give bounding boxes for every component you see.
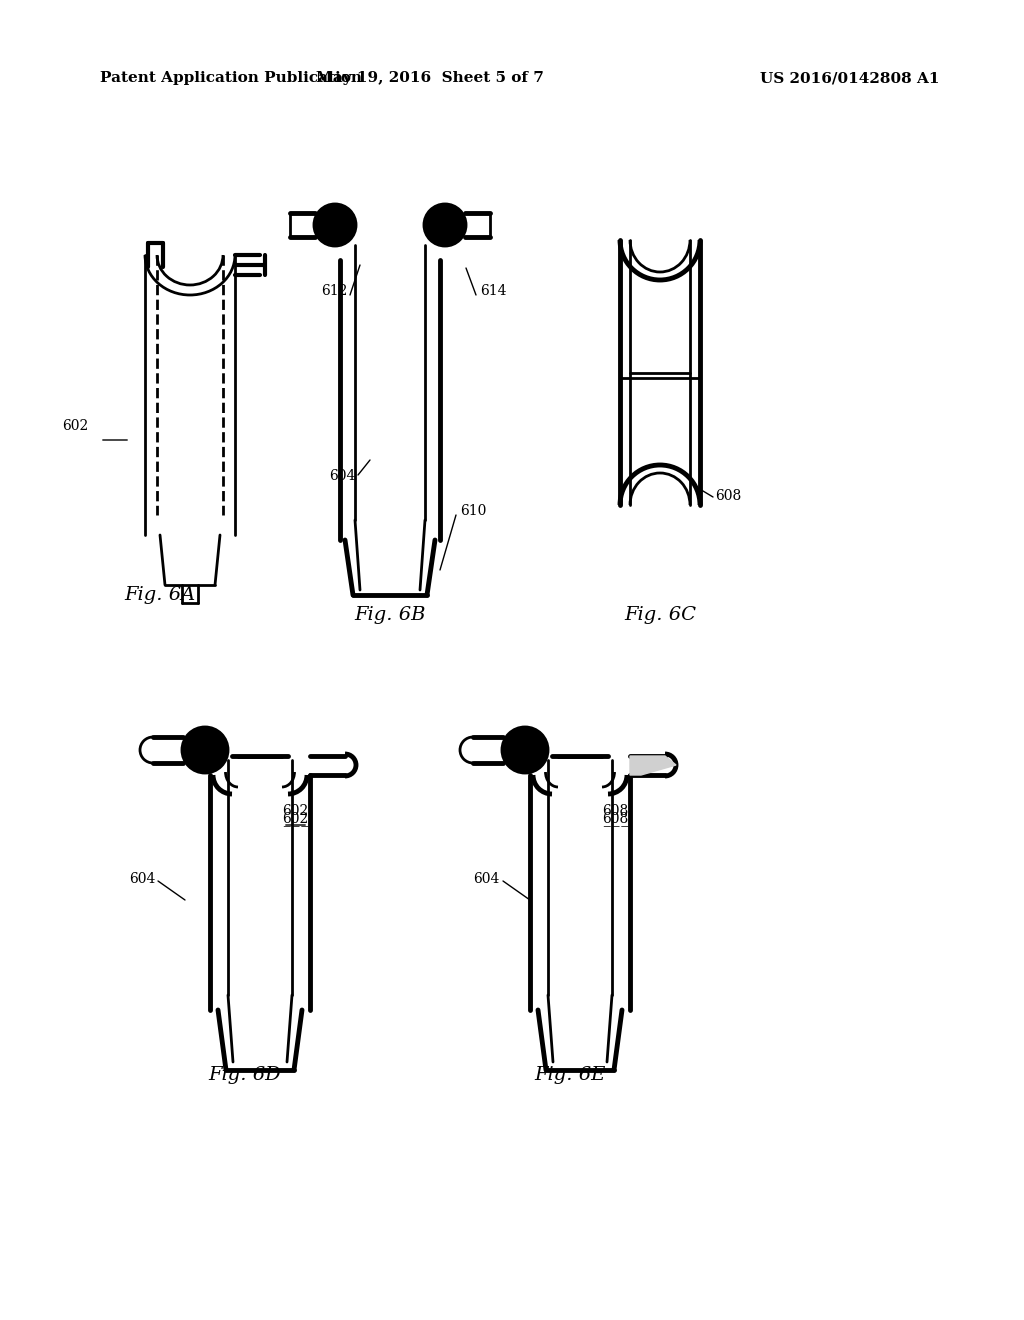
Text: 6̲0̲2̲: 6̲0̲2̲ (282, 810, 308, 826)
Circle shape (425, 205, 465, 246)
Text: 602: 602 (282, 804, 308, 818)
Text: 614: 614 (480, 284, 507, 298)
Text: 602: 602 (61, 418, 88, 433)
Text: Fig. 6D: Fig. 6D (209, 1067, 282, 1084)
Circle shape (520, 744, 530, 755)
Circle shape (325, 215, 345, 235)
Circle shape (194, 739, 216, 762)
Polygon shape (630, 756, 676, 775)
Circle shape (200, 744, 210, 755)
Text: Fig. 6B: Fig. 6B (354, 606, 426, 624)
Text: 604: 604 (329, 469, 355, 483)
Circle shape (315, 205, 355, 246)
Text: Fig. 6A: Fig. 6A (124, 586, 196, 605)
Text: US 2016/0142808 A1: US 2016/0142808 A1 (760, 71, 939, 84)
Circle shape (503, 729, 547, 772)
Text: 604: 604 (129, 873, 155, 886)
Text: 608: 608 (715, 488, 741, 503)
Text: 612: 612 (322, 284, 348, 298)
Text: 604: 604 (474, 873, 500, 886)
Circle shape (330, 220, 340, 230)
Circle shape (183, 729, 227, 772)
Text: 6̲0̲8̲: 6̲0̲8̲ (602, 810, 628, 826)
Text: Fig. 6C: Fig. 6C (624, 606, 696, 624)
Text: 610: 610 (460, 504, 486, 517)
Text: Fig. 6E: Fig. 6E (535, 1067, 605, 1084)
Text: 608: 608 (602, 804, 628, 818)
Text: Patent Application Publication: Patent Application Publication (100, 71, 362, 84)
Circle shape (514, 739, 536, 762)
Text: May 19, 2016  Sheet 5 of 7: May 19, 2016 Sheet 5 of 7 (316, 71, 544, 84)
